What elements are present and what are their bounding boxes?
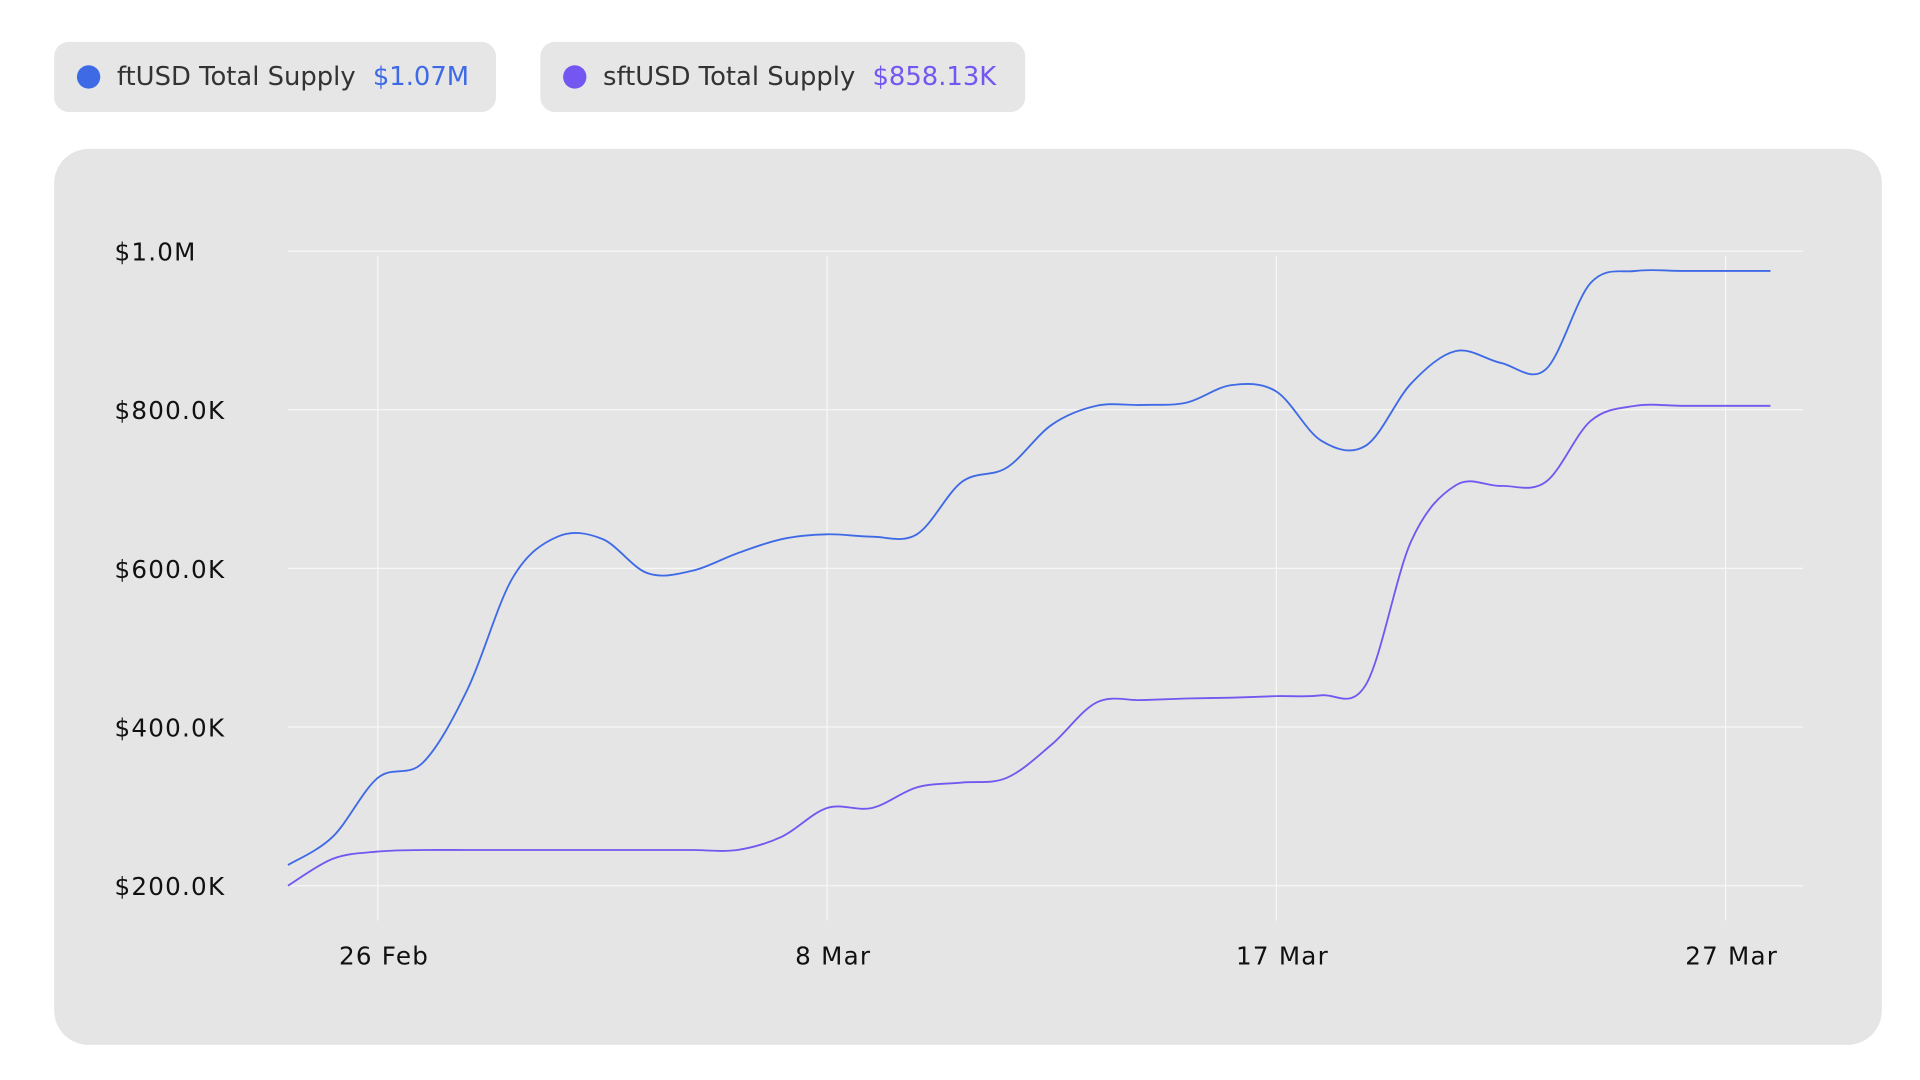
- x-tick-label: 26 Feb: [339, 942, 429, 971]
- series-line: [287, 269, 1771, 866]
- legend-pill[interactable]: [54, 41, 497, 112]
- y-tick-label: $400.0K: [114, 714, 225, 743]
- legend-label: sftUSD Total Supply: [603, 62, 855, 92]
- legend-label: ftUSD Total Supply: [117, 62, 356, 92]
- y-tick-label: $800.0K: [114, 396, 225, 425]
- y-tick-label: $1.0M: [114, 238, 196, 267]
- legend-value: $858.13K: [872, 62, 997, 92]
- chart-panel: [54, 148, 1882, 1045]
- legend-dot: [563, 65, 587, 89]
- series-line: [287, 403, 1771, 887]
- y-tick-label: $200.0K: [114, 872, 225, 901]
- legend-pill[interactable]: [540, 41, 1026, 112]
- x-tick-label: 8 Mar: [795, 942, 871, 971]
- x-tick-label: 17 Mar: [1236, 942, 1329, 971]
- legend-value: $1.07M: [373, 62, 469, 92]
- y-tick-label: $600.0K: [114, 555, 225, 584]
- legend-dot: [76, 65, 101, 89]
- x-tick-label: 27 Mar: [1685, 942, 1778, 971]
